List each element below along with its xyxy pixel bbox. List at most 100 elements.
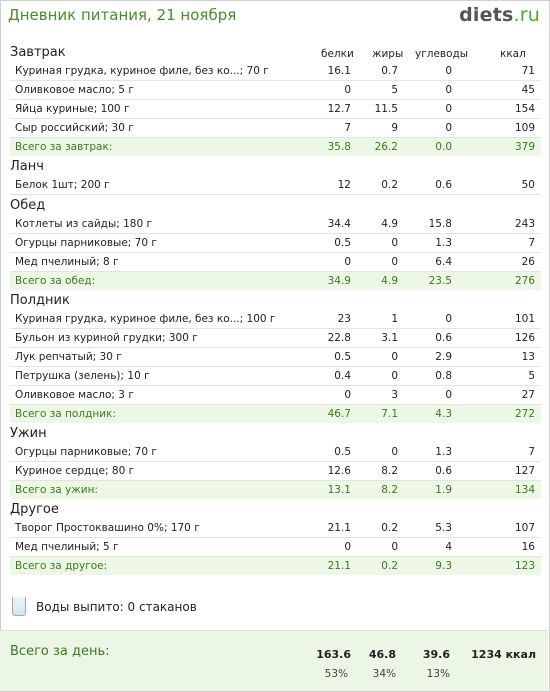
food-row[interactable]: Лук репчатый; 30 г 0.5 0 2.9 13	[10, 348, 541, 367]
food-kcal: 16	[521, 541, 535, 553]
food-carbs: 0.6	[435, 465, 452, 477]
food-row[interactable]: Петрушка (зелень); 10 г 0.4 0 0.8 5	[10, 367, 541, 386]
food-fat: 0	[391, 446, 398, 458]
meal-total-kcal: 379	[514, 141, 535, 153]
food-row[interactable]: Белок 1шт; 200 г 12 0.2 0.6 50	[10, 176, 541, 195]
food-name: Творог Простоквашино 0%; 170 г	[15, 522, 200, 534]
food-name: Куриное сердце; 80 г	[15, 465, 135, 477]
meal-total-row: Всего за другое: 21.1 0.2 9.3 123	[10, 557, 541, 575]
food-row[interactable]: Куриное сердце; 80 г 12.6 8.2 0.6 127	[10, 462, 541, 481]
food-row[interactable]: Бульон из куриной грудки; 300 г 22.8 3.1 0.…	[10, 329, 541, 348]
food-carbs: 0	[445, 389, 452, 401]
meal-total-fat: 0.2	[381, 560, 398, 572]
food-fat: 3	[391, 389, 398, 401]
meal-total-protein: 46.7	[327, 408, 351, 420]
food-row[interactable]: Куриная грудка, куриное филе, без ко...;…	[10, 310, 541, 329]
food-fat: 0	[391, 351, 398, 363]
meal-total-carbs: 0.0	[435, 141, 452, 153]
water-text: Воды выпито: 0 стаканов	[36, 600, 197, 614]
logo-main: diets	[459, 4, 514, 26]
food-protein: 22.8	[327, 332, 351, 344]
meal-diary: Завтрак Куриная грудка, куриное филе, без…	[10, 44, 541, 575]
glass-icon[interactable]	[12, 597, 26, 616]
food-fat: 0.2	[381, 522, 398, 534]
meal-total-protein: 13.1	[327, 484, 351, 496]
food-protein: 0	[344, 84, 351, 96]
food-name: Оливковое масло; 5 г	[15, 84, 134, 96]
food-row[interactable]: Сыр российский; 30 г 7 9 0 109	[10, 119, 541, 138]
food-protein: 34.4	[327, 218, 351, 230]
food-kcal: 101	[514, 313, 535, 325]
food-fat: 5	[391, 84, 398, 96]
food-kcal: 107	[514, 522, 535, 534]
food-protein: 0	[344, 256, 351, 268]
meal-total-label: Всего за завтрак:	[15, 141, 113, 153]
food-row[interactable]: Мед пчелиный; 8 г 0 0 6.4 26	[10, 253, 541, 272]
food-row[interactable]: Яйца куриные; 100 г 12.7 11.5 0 154	[10, 100, 541, 119]
food-carbs: 0	[445, 313, 452, 325]
meal-title: Другое	[10, 502, 59, 517]
meal-total-label: Всего за обед:	[15, 275, 96, 287]
meal-total-label: Всего за другое:	[15, 560, 108, 572]
food-row[interactable]: Огурцы парниковые; 70 г 0.5 0 1.3 7	[10, 443, 541, 462]
food-row[interactable]: Творог Простоквашино 0%; 170 г 21.1 0.2 5.3…	[10, 519, 541, 538]
food-fat: 0	[391, 256, 398, 268]
column-kcal: ккал	[500, 48, 526, 60]
food-kcal: 50	[521, 179, 535, 191]
food-kcal: 127	[514, 465, 535, 477]
food-fat: 0.7	[381, 65, 398, 77]
food-carbs: 0	[445, 103, 452, 115]
meal-total-kcal: 276	[514, 275, 535, 287]
meal-title: Ланч	[10, 159, 44, 174]
food-kcal: 243	[514, 218, 535, 230]
food-carbs: 0.6	[435, 179, 452, 191]
food-fat: 1	[391, 313, 398, 325]
column-protein: белки	[321, 48, 354, 60]
day-total-label: Всего за день:	[10, 644, 110, 659]
food-protein: 0.5	[334, 446, 351, 458]
food-fat: 3.1	[381, 332, 398, 344]
food-carbs: 0	[445, 65, 452, 77]
food-row[interactable]: Мед пчелиный; 5 г 0 0 4 16	[10, 538, 541, 557]
food-carbs: 4	[445, 541, 452, 553]
day-total-carbs: 39.6	[422, 648, 450, 661]
food-carbs: 0	[445, 122, 452, 134]
meal-total-protein: 35.8	[327, 141, 351, 153]
meal-total-fat: 4.9	[381, 275, 398, 287]
food-carbs: 6.4	[435, 256, 452, 268]
food-name: Лук репчатый; 30 г	[15, 351, 122, 363]
meal-total-kcal: 272	[514, 408, 535, 420]
food-protein: 0.5	[334, 351, 351, 363]
food-kcal: 45	[521, 84, 535, 96]
food-name: Бульон из куриной грудки; 300 г	[15, 332, 198, 344]
food-name: Белок 1шт; 200 г	[15, 179, 110, 191]
meal-title: Обед	[10, 198, 46, 213]
food-row[interactable]: Оливковое масло; 3 г 0 3 0 27	[10, 386, 541, 405]
food-fat: 9	[391, 122, 398, 134]
meal-title: Полдник	[10, 293, 70, 308]
food-protein: 7	[344, 122, 351, 134]
meal-title: Завтрак	[10, 45, 66, 60]
food-protein: 0.4	[334, 370, 351, 382]
food-name: Мед пчелиный; 5 г	[15, 541, 119, 553]
meal-total-label: Всего за полдник:	[15, 408, 116, 420]
meal-total-protein: 21.1	[327, 560, 351, 572]
food-row[interactable]: Оливковое масло; 5 г 0 5 0 45	[10, 81, 541, 100]
food-name: Куриная грудка, куриное филе, без ко...;…	[15, 65, 269, 77]
food-row[interactable]: Огурцы парниковые; 70 г 0.5 0 1.3 7	[10, 234, 541, 253]
food-kcal: 71	[521, 65, 535, 77]
day-carbs-percent: 13%	[426, 668, 450, 680]
meal-total-kcal: 134	[514, 484, 535, 496]
food-name: Петрушка (зелень); 10 г	[15, 370, 150, 382]
food-row[interactable]: Котлеты из сайды; 180 г 34.4 4.9 15.8 243	[10, 215, 541, 234]
day-total-panel: Всего за день: 163.6 46.8 39.6 1234 ккал…	[0, 630, 548, 691]
meal-total-kcal: 123	[514, 560, 535, 572]
food-row[interactable]: Куриная грудка, куриное филе, без ко...;…	[10, 62, 541, 81]
meal-total-carbs: 23.5	[428, 275, 452, 287]
site-logo[interactable]: diets.ru	[459, 4, 540, 26]
food-kcal: 7	[528, 446, 535, 458]
food-kcal: 126	[514, 332, 535, 344]
meal-total-fat: 7.1	[381, 408, 398, 420]
food-name: Котлеты из сайды; 180 г	[15, 218, 153, 230]
meal-total-carbs: 1.9	[435, 484, 452, 496]
